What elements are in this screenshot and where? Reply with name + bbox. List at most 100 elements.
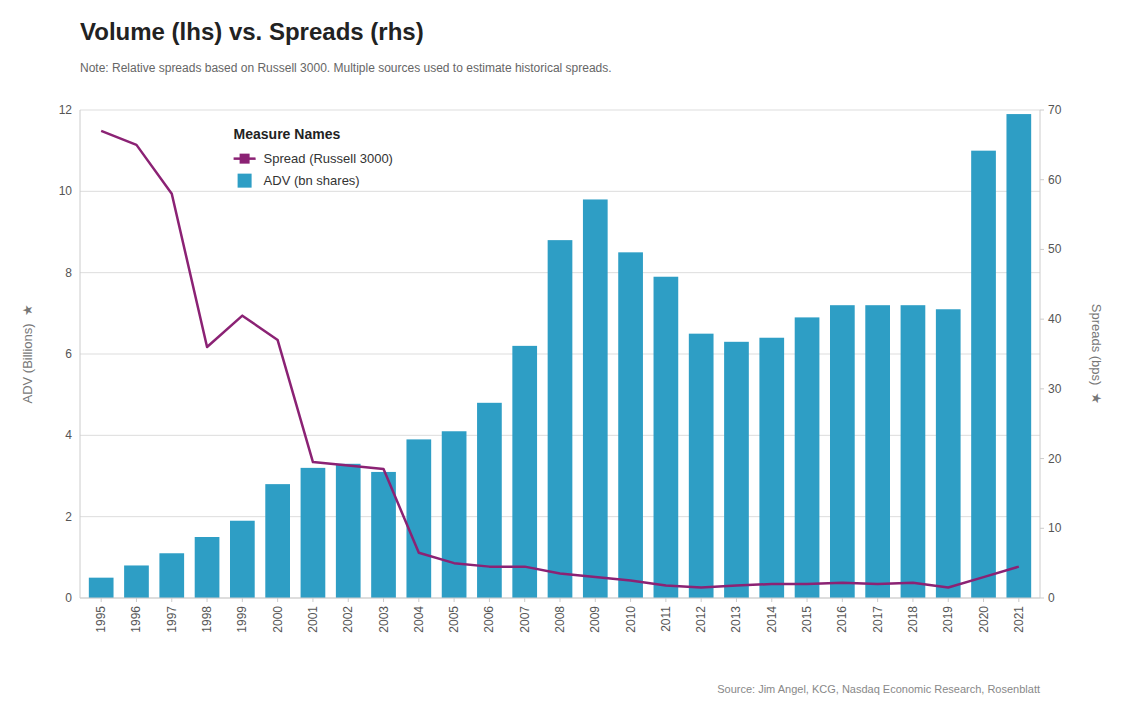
y-tick-label: 4 bbox=[65, 428, 72, 442]
x-tick bbox=[418, 598, 419, 602]
x-tick bbox=[524, 598, 525, 602]
bar bbox=[159, 553, 184, 598]
bar bbox=[936, 309, 961, 598]
bar bbox=[406, 439, 431, 598]
y-tick-label: 0 bbox=[65, 591, 72, 605]
x-tick bbox=[454, 598, 455, 602]
y-tick-label: 12 bbox=[59, 103, 73, 117]
y2-tick bbox=[1040, 528, 1044, 529]
bar bbox=[442, 431, 467, 598]
y2-tick bbox=[1040, 598, 1044, 599]
y-axis-line bbox=[80, 110, 81, 598]
bar bbox=[654, 277, 679, 598]
x-tick-label: 2012 bbox=[694, 606, 708, 633]
x-tick bbox=[348, 598, 349, 602]
legend-swatch bbox=[238, 174, 252, 188]
bar bbox=[265, 484, 290, 598]
y-axis-label: ADV (Billions) ★ bbox=[20, 304, 35, 403]
bar bbox=[865, 305, 890, 598]
bar bbox=[830, 305, 855, 598]
x-tick-label: 2006 bbox=[482, 606, 496, 633]
x-tick-label: 2010 bbox=[624, 606, 638, 633]
x-tick bbox=[771, 598, 772, 602]
y-tick-label: 10 bbox=[59, 184, 73, 198]
annotation: Source: Jim Angel, KCG, Nasdaq Economic … bbox=[717, 683, 1040, 695]
x-tick-label: 2007 bbox=[518, 606, 532, 633]
x-tick-label: 2020 bbox=[977, 606, 991, 633]
x-tick-label: 2001 bbox=[306, 606, 320, 633]
bar bbox=[901, 305, 926, 598]
x-tick-label: 2000 bbox=[271, 606, 285, 633]
background bbox=[0, 0, 1126, 707]
y2-axis-line bbox=[1040, 110, 1041, 598]
title: Volume (lhs) vs. Spreads (rhs) bbox=[80, 18, 424, 45]
y2-tick-label: 0 bbox=[1048, 591, 1055, 605]
grid bbox=[80, 110, 1040, 598]
chart: Volume (lhs) vs. Spreads (rhs) Note: Rela… bbox=[0, 0, 1126, 707]
bar bbox=[336, 464, 361, 598]
x-tick-label: 1996 bbox=[129, 606, 143, 633]
x-tick bbox=[948, 598, 949, 602]
x-tick-label: 2013 bbox=[729, 606, 743, 633]
bar bbox=[230, 521, 255, 598]
y2-tick-label: 40 bbox=[1048, 312, 1062, 326]
bar bbox=[618, 252, 643, 598]
bar bbox=[301, 468, 326, 598]
subtitle: Note: Relative spreads based on Russell … bbox=[80, 61, 612, 75]
bar bbox=[195, 537, 220, 598]
bar bbox=[971, 151, 996, 598]
bar bbox=[795, 317, 820, 598]
y2-tick-label: 20 bbox=[1048, 452, 1062, 466]
y2-tick bbox=[1040, 110, 1044, 111]
x-tick bbox=[171, 598, 172, 602]
x-tick-label: 2015 bbox=[800, 606, 814, 633]
grid-line bbox=[80, 191, 1040, 192]
legend-label: Spread (Russell 3000) bbox=[264, 151, 393, 166]
x-tick bbox=[807, 598, 808, 602]
y-tick-label: 2 bbox=[65, 510, 72, 524]
x-tick bbox=[983, 598, 984, 602]
legend-swatch bbox=[240, 154, 250, 164]
x-tick bbox=[489, 598, 490, 602]
legend-label: ADV (bn shares) bbox=[264, 173, 360, 188]
x-tick bbox=[1018, 598, 1019, 602]
x-tick-label: 2005 bbox=[447, 606, 461, 633]
x-tick bbox=[877, 598, 878, 602]
x-tick-label: 1995 bbox=[94, 606, 108, 633]
x-tick-label: 2003 bbox=[377, 606, 391, 633]
legend-title: Measure Names bbox=[234, 126, 341, 142]
bar bbox=[477, 403, 502, 598]
y2-tick-label: 30 bbox=[1048, 382, 1062, 396]
bar bbox=[512, 346, 537, 598]
bar bbox=[124, 565, 149, 598]
y2-tick-label: 50 bbox=[1048, 242, 1062, 256]
x-tick-label: 2014 bbox=[765, 606, 779, 633]
x-tick-label: 2017 bbox=[871, 606, 885, 633]
x-tick bbox=[207, 598, 208, 602]
x-tick bbox=[665, 598, 666, 602]
x-tick bbox=[630, 598, 631, 602]
x-tick bbox=[842, 598, 843, 602]
x-tick bbox=[136, 598, 137, 602]
x-tick bbox=[912, 598, 913, 602]
y2-tick bbox=[1040, 249, 1044, 250]
y2-tick-label: 10 bbox=[1048, 521, 1062, 535]
x-tick bbox=[736, 598, 737, 602]
x-tick-label: 1999 bbox=[235, 606, 249, 633]
x-tick bbox=[383, 598, 384, 602]
y2-tick bbox=[1040, 179, 1044, 180]
x-tick-label: 2009 bbox=[588, 606, 602, 633]
bar bbox=[1006, 114, 1031, 598]
x-tick-label: 1998 bbox=[200, 606, 214, 633]
x-tick bbox=[242, 598, 243, 602]
line bbox=[101, 131, 1019, 588]
y2-tick bbox=[1040, 388, 1044, 389]
x-tick-label: 2016 bbox=[835, 606, 849, 633]
x-tick bbox=[701, 598, 702, 602]
y2-axis-label: Spreads (bps) ★ bbox=[1089, 304, 1104, 405]
x-tick-label: 2021 bbox=[1012, 606, 1026, 633]
y2-tick bbox=[1040, 458, 1044, 459]
bar bbox=[583, 199, 608, 598]
x-tick bbox=[312, 598, 313, 602]
x-tick-label: 2018 bbox=[906, 606, 920, 633]
